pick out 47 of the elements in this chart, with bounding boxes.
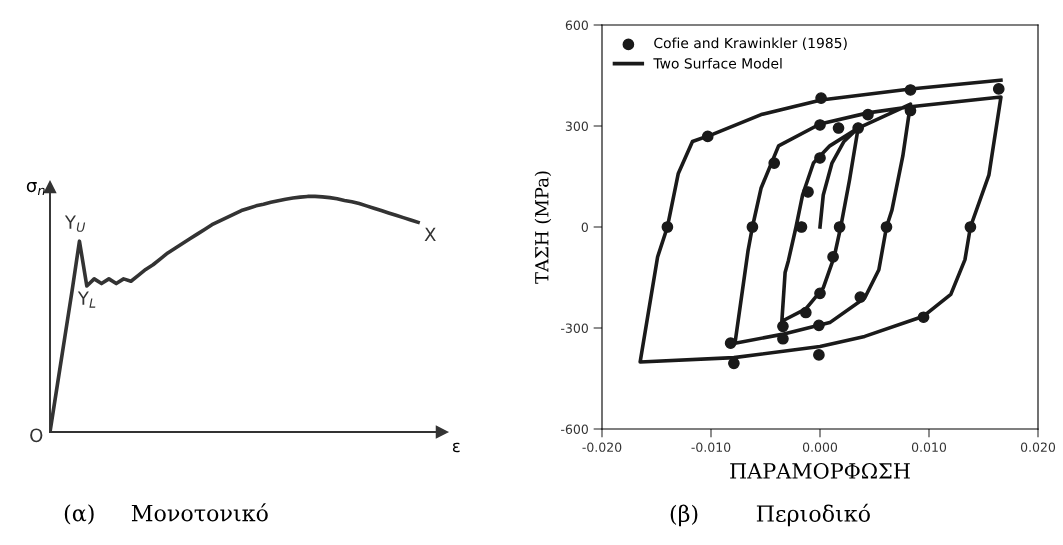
point — [802, 186, 814, 198]
point — [799, 306, 812, 319]
point — [724, 337, 737, 349]
y-axis-title: ΤΑΣΗ (MPa) — [534, 171, 552, 284]
y-tick-label: 0 — [581, 222, 588, 232]
x-tick-label: -0.010 — [691, 442, 731, 452]
y-tick-label: 300 — [565, 121, 588, 131]
point — [814, 119, 826, 131]
point — [880, 221, 893, 233]
text: (α) Μονοτονικό — [64, 503, 268, 525]
point — [832, 122, 845, 134]
point — [777, 320, 789, 333]
y-tick-label: -600 — [561, 424, 588, 434]
y-axis-title: σ$_{n}$ — [26, 182, 45, 195]
point — [854, 291, 867, 303]
point — [815, 92, 827, 104]
point — [852, 122, 864, 134]
x-tick-label: -0.020 — [582, 442, 622, 452]
x-axis-title: ΠΑΡΑΜΟΡΦΩΣΗ — [730, 462, 910, 479]
point — [827, 251, 839, 263]
x-tick-label: 0.010 — [911, 442, 947, 452]
point — [992, 83, 1005, 95]
point — [701, 130, 714, 143]
text: O — [30, 428, 43, 443]
text: X — [424, 227, 436, 241]
y-tick-label: 600 — [565, 20, 588, 30]
point — [964, 221, 977, 233]
text: (β) Περιοδικό — [670, 503, 870, 527]
point — [862, 108, 874, 121]
point — [746, 221, 759, 233]
point — [768, 157, 781, 169]
point — [814, 152, 826, 164]
legend-label: Two Surface Model — [653, 57, 782, 69]
annotation: Y$_{L}$ — [77, 291, 96, 308]
y-tick-label: -300 — [561, 323, 588, 333]
point — [814, 287, 826, 300]
annotation: Y$_{U}$ — [64, 215, 86, 232]
point — [813, 319, 825, 332]
point — [833, 221, 846, 233]
point — [813, 349, 825, 361]
point — [661, 221, 674, 233]
x-tick-label: 0.020 — [1020, 442, 1056, 452]
point — [904, 84, 917, 96]
x-tick-label: 0.000 — [802, 442, 838, 452]
legend-label: Cofie and Krawinkler (1985) — [654, 37, 847, 50]
point — [917, 311, 930, 324]
x-axis-title: ε — [452, 442, 460, 453]
